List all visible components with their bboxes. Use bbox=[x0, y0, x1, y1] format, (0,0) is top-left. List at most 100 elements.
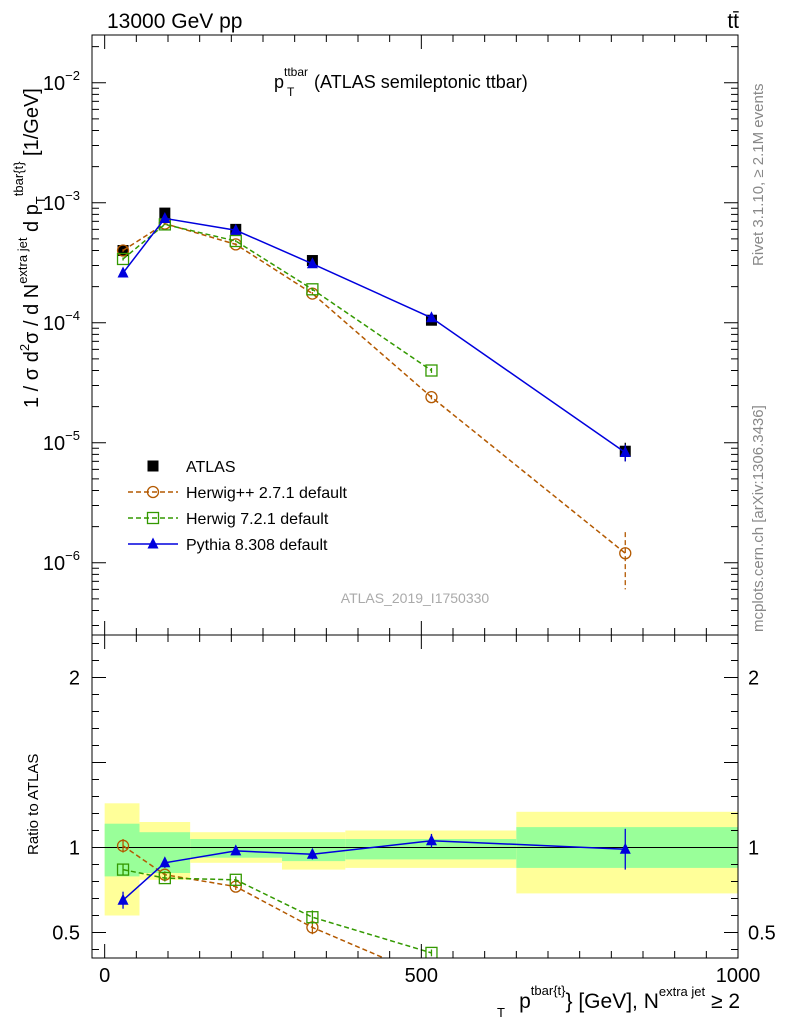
legend-entry-1: Herwig++ 2.7.1 default bbox=[128, 485, 348, 502]
main-y-tick-exp-4: −2 bbox=[65, 68, 80, 83]
main-series-2 bbox=[116, 218, 438, 377]
ylabel-mid2: d p bbox=[21, 204, 43, 237]
x-axis-label: ptbar{t}} [GeV], Nextra jet ≥ 2 bbox=[519, 983, 740, 1013]
main-series-1 bbox=[116, 217, 632, 590]
title-sup: ttbar bbox=[284, 65, 308, 79]
ratio-point-2-5 bbox=[619, 842, 631, 854]
main-point-1-5 bbox=[619, 547, 632, 560]
ylabel-sub: T bbox=[33, 196, 48, 204]
ratio-point-1-1 bbox=[158, 871, 171, 885]
ratio-plot-series bbox=[116, 828, 631, 958]
xlabel-pre: p bbox=[519, 990, 531, 1013]
ratio-y-tick-label-right-2: 2 bbox=[748, 668, 759, 690]
main-y-tick-label-0: 10−6 bbox=[43, 548, 80, 575]
main-y-tick-exp-3: −3 bbox=[65, 188, 80, 203]
ratio-y-tick-label-left-0: 0.5 bbox=[52, 923, 80, 945]
header-process-label: tt̄ bbox=[727, 10, 739, 33]
ratio-point-1-0 bbox=[116, 863, 130, 876]
legend-label-0: ATLAS bbox=[186, 459, 236, 476]
title-p: p bbox=[274, 72, 284, 92]
main-y-tick-exp-1: −5 bbox=[65, 428, 80, 443]
ratio-point-1-2 bbox=[229, 873, 242, 886]
ratio-point-2-3 bbox=[306, 847, 318, 859]
xlabel-post: ≥ 2 bbox=[705, 990, 740, 1013]
ratio-plot-frame bbox=[91, 634, 739, 959]
xlabel-sup: tbar{t} bbox=[531, 983, 566, 998]
ratio-point-2-2 bbox=[230, 844, 242, 856]
main-y-tick-label-2: 10−4 bbox=[43, 308, 80, 335]
ratio-series-1 bbox=[116, 863, 438, 958]
xlabel-sub: T bbox=[497, 1005, 505, 1020]
legend-marker-1 bbox=[146, 485, 160, 499]
main-y-tick-exp-2: −4 bbox=[65, 308, 80, 323]
ylabel-sup3: tbar{t} bbox=[11, 161, 26, 196]
main-point-3-3 bbox=[306, 257, 318, 269]
main-y-tick-label-1: 10−5 bbox=[43, 428, 80, 455]
ylabel-pre: 1 / σ d bbox=[21, 351, 43, 408]
ratio-point-2-1 bbox=[159, 856, 171, 868]
legend-marker-3 bbox=[147, 537, 159, 549]
main-y-tick-base-3: 10 bbox=[43, 193, 65, 215]
ratio-point-2-4 bbox=[425, 834, 437, 846]
analysis-id-label: ATLAS_2019_I1750330 bbox=[341, 590, 490, 606]
main-y-tick-label-4: 10−2 bbox=[43, 68, 80, 95]
main-y-tick-base-4: 10 bbox=[43, 73, 65, 95]
main-series-0 bbox=[117, 207, 631, 462]
main-point-3-0 bbox=[117, 266, 129, 278]
main-y-tick-base-1: 10 bbox=[43, 433, 65, 455]
legend-label-3: Pythia 8.308 default bbox=[186, 537, 328, 554]
rivet-version-label: Rivet 3.1.10, ≥ 2.1M events bbox=[750, 84, 767, 267]
ylabel-sup2: extra jet bbox=[15, 237, 30, 284]
x-tick-label-500: 500 bbox=[405, 965, 438, 987]
main-point-2-0 bbox=[116, 252, 130, 266]
ratio-y-tick-label-left-1: 1 bbox=[69, 838, 80, 860]
main-point-2-2 bbox=[229, 234, 242, 248]
main-series-line-1 bbox=[122, 222, 626, 554]
ratio-point-1-3 bbox=[306, 911, 319, 924]
mcplots-reference-label: mcplots.cern.ch [arXiv:1306.3436] bbox=[750, 405, 767, 632]
main-point-3-1 bbox=[159, 211, 171, 223]
main-y-tick-label-3: 10−3 bbox=[43, 188, 80, 215]
main-series-3 bbox=[117, 211, 631, 462]
ratio-band-inner-0 bbox=[104, 823, 140, 877]
ylabel-post: [1/GeV] bbox=[21, 88, 43, 161]
ratio-y-tick-label-right-0: 0.5 bbox=[748, 923, 776, 945]
ratio-point-2-0 bbox=[117, 893, 129, 905]
main-point-3-4 bbox=[425, 311, 437, 323]
main-series-line-3 bbox=[122, 217, 626, 454]
legend-entry-0: ATLAS bbox=[147, 459, 236, 476]
ratio-y-tick-label-left-2: 2 bbox=[69, 668, 80, 690]
legend-label-2: Herwig 7.2.1 default bbox=[186, 511, 329, 528]
main-plot-title: pttbar (ATLAS semileptonic ttbar) bbox=[274, 65, 528, 92]
legend-label-1: Herwig++ 2.7.1 default bbox=[186, 485, 348, 502]
legend-entry-3: Pythia 8.308 default bbox=[128, 537, 328, 554]
main-point-2-3 bbox=[306, 283, 319, 296]
ratio-band-inner-3 bbox=[282, 839, 346, 862]
main-y-axis-label: 1 / σ d2σ / d Nextra jet d pTtbar{t} [1/… bbox=[11, 88, 48, 408]
main-y-tick-base-2: 10 bbox=[43, 313, 65, 335]
x-tick-label-0: 0 bbox=[99, 965, 110, 987]
ratio-band-inner-4 bbox=[345, 839, 517, 860]
main-y-tick-base-0: 10 bbox=[43, 553, 65, 575]
x-tick-label-1000: 1000 bbox=[716, 965, 761, 987]
main-point-2-4 bbox=[425, 364, 438, 377]
ratio-series-line-2 bbox=[122, 839, 626, 901]
ratio-y-tick-label-right-1: 1 bbox=[748, 838, 759, 860]
ratio-series-2 bbox=[117, 828, 631, 909]
ratio-y-axis-label: Ratio to ATLAS bbox=[25, 754, 42, 855]
main-point-3-5 bbox=[619, 445, 631, 457]
ylabel-mid: σ / d N bbox=[21, 284, 43, 344]
ratio-point-0-0 bbox=[116, 839, 130, 852]
legend: ATLAS Herwig++ 2.7.1 default Herwig 7.2.1 … bbox=[128, 459, 348, 554]
legend-marker-2 bbox=[146, 511, 160, 525]
title-suffix: (ATLAS semileptonic ttbar) bbox=[314, 72, 528, 92]
main-point-1-0 bbox=[116, 244, 130, 257]
main-point-1-4 bbox=[425, 390, 438, 404]
main-point-3-2 bbox=[230, 223, 242, 235]
legend-entry-2: Herwig 7.2.1 default bbox=[128, 511, 329, 528]
ratio-series-line-1 bbox=[122, 868, 432, 954]
legend-marker-0 bbox=[147, 460, 159, 472]
title-sub: T bbox=[287, 85, 295, 99]
